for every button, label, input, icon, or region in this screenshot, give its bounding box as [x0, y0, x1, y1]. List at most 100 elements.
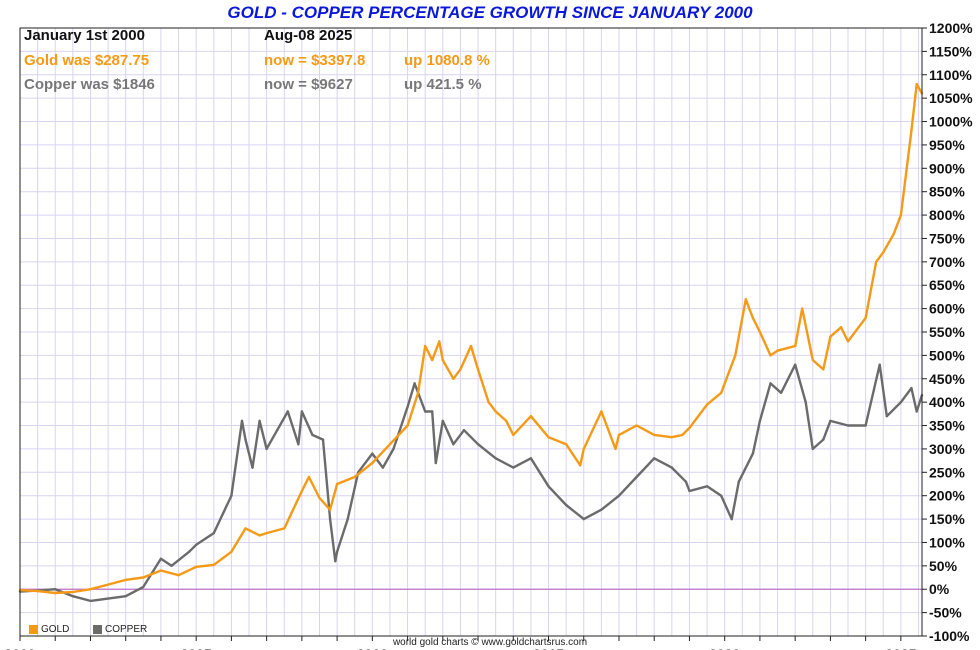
- data-point-copper: [758, 419, 762, 423]
- x-tick-label: 2020: [709, 646, 740, 650]
- data-point-copper: [346, 517, 349, 521]
- gold-percent-change: up 1080.8 %: [404, 52, 490, 69]
- y-tick-label: 550%: [929, 324, 965, 340]
- y-tick-label: 600%: [929, 301, 965, 317]
- data-point-gold: [723, 382, 726, 385]
- data-point-gold: [915, 82, 918, 86]
- data-point-gold: [388, 443, 392, 446]
- y-tick-label: 1200%: [929, 20, 973, 36]
- data-point-gold: [653, 433, 656, 437]
- y-tick-label: 500%: [929, 347, 965, 363]
- data-point-gold: [910, 129, 913, 133]
- data-point-gold: [406, 424, 409, 427]
- y-tick-label: 150%: [929, 511, 965, 527]
- data-point-gold: [124, 578, 127, 582]
- data-point-copper: [423, 410, 427, 413]
- data-point-gold: [106, 583, 110, 586]
- data-point-gold: [328, 508, 332, 511]
- gold-swatch: [29, 625, 38, 634]
- data-point-copper: [915, 410, 918, 413]
- data-point-gold: [505, 419, 508, 423]
- data-point-gold: [371, 461, 374, 465]
- copper-percent-change: up 421.5 %: [404, 76, 482, 93]
- data-point-gold: [89, 588, 92, 591]
- data-point-copper: [829, 419, 832, 423]
- data-point-gold: [899, 213, 903, 217]
- data-point-copper: [328, 517, 332, 521]
- data-point-gold: [635, 424, 638, 427]
- y-tick-label: 250%: [929, 464, 965, 480]
- current-date-label: Aug-08 2025: [264, 27, 353, 44]
- data-point-copper: [899, 400, 903, 404]
- data-point-gold: [258, 534, 261, 537]
- data-point-gold: [600, 410, 603, 413]
- legend-copper-label: COPPER: [105, 624, 148, 635]
- data-point-copper: [212, 531, 215, 535]
- data-point-gold: [857, 326, 860, 329]
- data-point-copper: [187, 550, 191, 554]
- data-point-copper: [434, 461, 437, 465]
- data-point-gold: [230, 550, 233, 554]
- data-point-copper: [670, 466, 674, 469]
- data-point-copper: [822, 438, 825, 441]
- data-point-gold: [452, 377, 455, 380]
- data-point-copper: [194, 543, 198, 546]
- data-point-gold: [564, 443, 568, 446]
- data-point-copper: [793, 363, 797, 366]
- data-point-copper: [582, 517, 585, 521]
- y-tick-label: 400%: [929, 394, 965, 410]
- data-point-copper: [251, 466, 254, 469]
- y-tick-label: 300%: [929, 441, 965, 457]
- y-axis: -100% -50% 0% 50% 100% 150% 200% 250% 300% 350% 40…: [922, 20, 973, 644]
- data-point-copper: [751, 452, 755, 455]
- x-tick-label: 2005: [181, 646, 212, 650]
- y-tick-label: -100%: [929, 628, 970, 644]
- y-tick-label: -50%: [929, 605, 962, 621]
- data-point-copper: [71, 595, 75, 598]
- data-point-copper: [244, 438, 247, 441]
- data-point-gold: [529, 414, 533, 418]
- data-point-gold: [244, 527, 247, 530]
- data-point-copper: [381, 466, 385, 469]
- data-point-copper: [600, 508, 603, 511]
- data-point-gold: [822, 368, 825, 371]
- data-point-gold: [300, 489, 304, 493]
- data-point-gold: [892, 232, 896, 235]
- data-point-copper: [719, 494, 723, 497]
- data-point-gold: [617, 433, 621, 437]
- data-point-gold: [512, 433, 515, 437]
- y-tick-label: 650%: [929, 277, 965, 293]
- data-point-gold: [307, 475, 311, 479]
- data-point-gold: [882, 251, 885, 254]
- data-point-gold: [864, 316, 867, 320]
- data-point-copper: [258, 419, 261, 423]
- y-tick-label: 900%: [929, 160, 965, 176]
- data-point-gold: [776, 349, 779, 352]
- data-point-gold: [54, 591, 57, 595]
- data-point-copper: [106, 597, 110, 600]
- data-point-gold: [283, 527, 286, 530]
- data-point-gold: [582, 447, 585, 451]
- data-point-copper: [452, 443, 455, 446]
- data-point-copper: [804, 400, 807, 404]
- data-point-gold: [335, 482, 339, 486]
- x-tick-label: 2010: [357, 646, 388, 650]
- data-point-copper: [769, 382, 772, 385]
- y-tick-label: 700%: [929, 254, 965, 270]
- data-point-gold: [265, 531, 268, 535]
- data-point-copper: [564, 503, 568, 507]
- y-tick-label: 50%: [929, 558, 958, 574]
- data-point-copper: [910, 386, 913, 390]
- data-point-gold: [487, 400, 490, 404]
- data-point-gold: [719, 391, 723, 394]
- copper-swatch: [93, 625, 102, 634]
- data-point-copper: [878, 363, 881, 366]
- data-point-copper: [413, 382, 416, 385]
- data-point-gold: [811, 358, 814, 362]
- data-point-gold: [688, 426, 691, 430]
- data-point-copper: [300, 410, 304, 413]
- copper-start-price: Copper was $1846: [24, 76, 155, 93]
- data-point-copper: [371, 452, 374, 455]
- chart-title: GOLD - COPPER PERCENTAGE GROWTH SINCE JA…: [227, 3, 753, 22]
- x-tick-label: 2000: [4, 646, 35, 650]
